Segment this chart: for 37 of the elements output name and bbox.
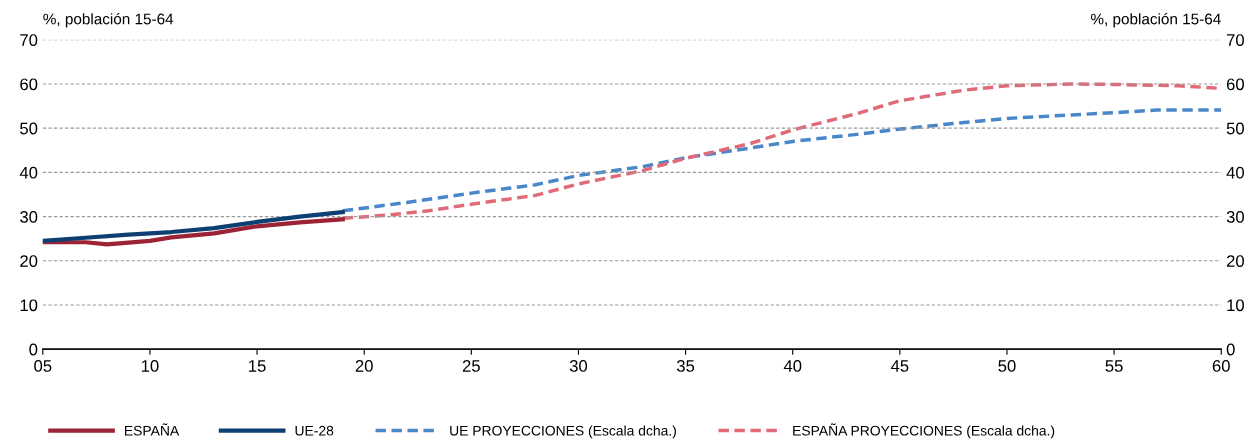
y2-tick-label: 30 [1226, 210, 1244, 223]
x-tick-label: 10 [141, 360, 159, 372]
x-tick-label: 20 [355, 360, 373, 372]
x-tick-label: 25 [462, 360, 480, 372]
y-tick-label: 40 [19, 166, 38, 179]
y-tick-label: 30 [20, 210, 38, 223]
line-series [341, 108, 1222, 213]
x-tick-label: 05 [34, 360, 52, 372]
y-tick-label: 0 [29, 343, 38, 356]
x-tick-label: 15 [249, 360, 266, 372]
y-tick-label: 50 [20, 122, 38, 135]
y2-tick-label: 50 [1226, 122, 1244, 135]
legend-label: UE-28 [295, 425, 334, 436]
y2-axis-title: %, población 15-64 [1090, 12, 1221, 28]
y-tick-label: 20 [20, 255, 38, 267]
y-axis-title: %, población 15-64 [43, 12, 174, 28]
y2-tick-label: 0 [1226, 343, 1235, 356]
line-series [42, 217, 345, 247]
x-tick-label: 40 [783, 360, 802, 372]
x-tick-label: 35 [676, 360, 695, 372]
x-tick-label: 30 [569, 360, 588, 372]
y2-tick-label: 60 [1226, 78, 1244, 91]
y-tick-label: 10 [20, 299, 38, 312]
x-tick-label: 55 [1105, 360, 1123, 372]
y2-tick-label: 40 [1226, 166, 1244, 179]
y-tick-label: 70 [20, 34, 38, 46]
y-tick-label: 60 [20, 78, 38, 91]
x-tick-label: 60 [1212, 360, 1230, 372]
y2-tick-label: 10 [1227, 299, 1244, 312]
legend-label: UE PROYECCIONES (Escala dcha.) [450, 425, 676, 439]
x-tick-label: 45 [890, 360, 909, 372]
y2-tick-label: 70 [1226, 34, 1244, 46]
line-series [42, 210, 345, 243]
x-tick-label: 50 [998, 360, 1016, 372]
legend-label: ESPAÑA PROYECCIONES (Escala dcha.) [793, 423, 1055, 439]
y2-tick-label: 20 [1226, 255, 1244, 267]
legend-label: ESPAÑA [125, 423, 180, 436]
